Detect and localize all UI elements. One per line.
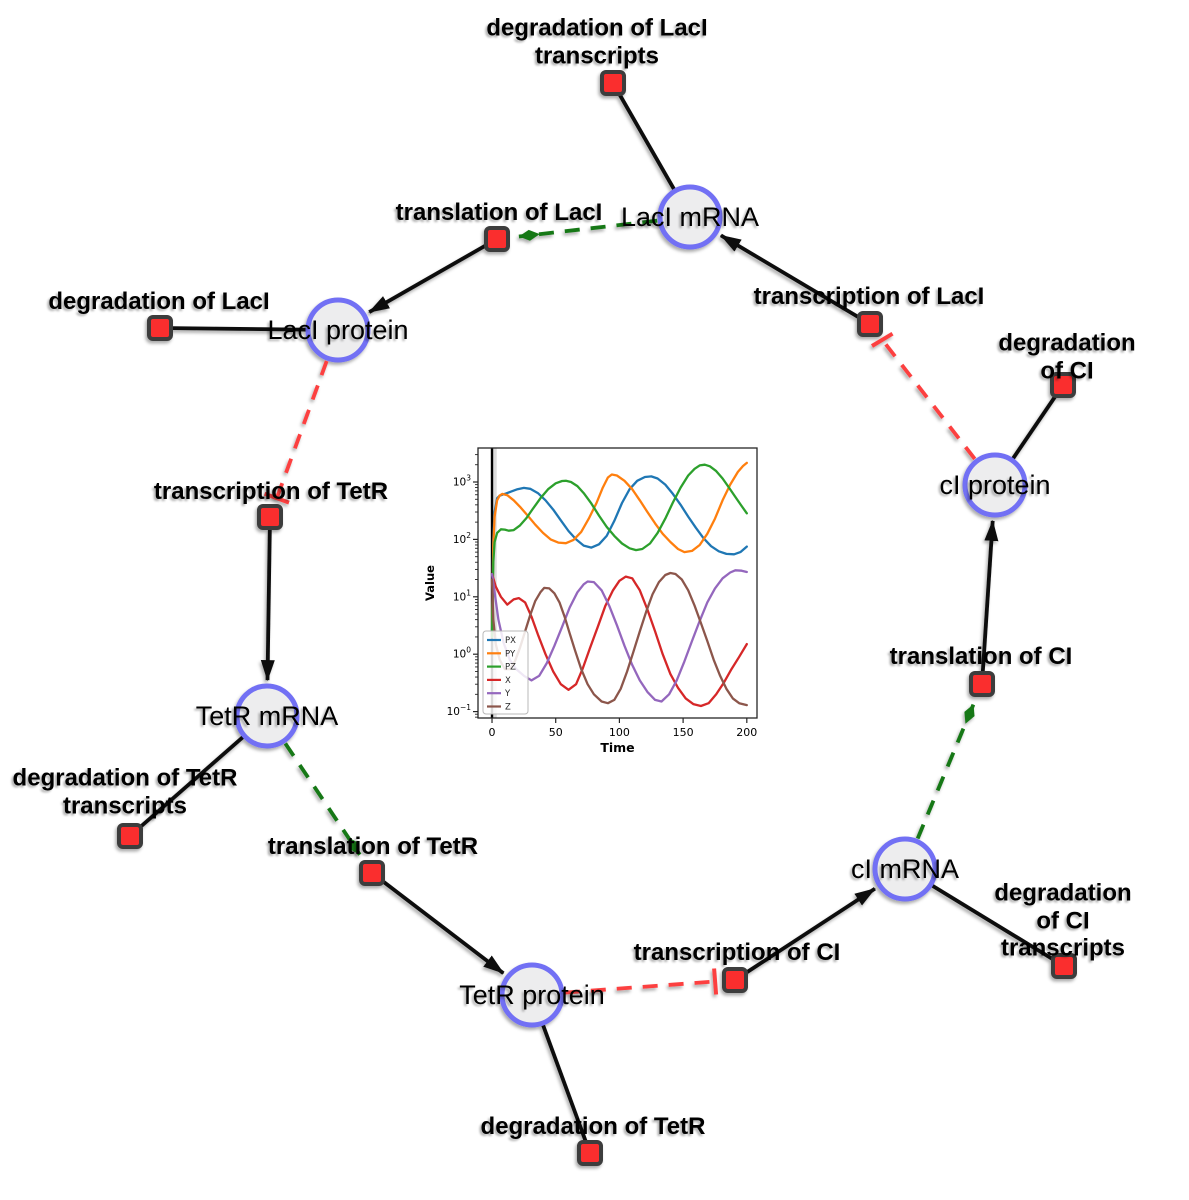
x-tick-label: 0 [489,726,496,739]
edge-modifier-laci-mrna-to-translation [518,218,658,241]
edge-inhibition-laci-protein-to-transcription-tetr [263,360,329,505]
edge-transcription-laci-to-laci-mrna [719,233,871,326]
y-tick-label: 102 [453,531,471,546]
edge-transcription-ci-to-ci-mrna [733,887,876,982]
legend-label-Y: Y [504,689,511,699]
x-tick-label: 200 [736,726,757,739]
node-species-laci-protein [305,297,371,363]
legend-label-PZ: PZ [505,663,516,673]
series-line-Z [490,571,748,707]
node-species-ci-mrna [872,836,938,902]
legend-label-PX: PX [505,636,516,646]
y-tick-label: 101 [453,588,471,603]
edge-translation-tetr-to-tetr-protein [370,871,505,975]
x-axis-label: Time [600,740,634,755]
timecourse-inset-chart: 0 50 100 150 200 103 102 101 100 10−1 Time Value PX P… [420,430,780,775]
node-reaction-degradation-laci-transcripts [600,70,626,96]
x-tick-label: 150 [673,726,694,739]
y-tick-label: 100 [453,646,471,661]
node-reaction-transcription-laci [857,311,883,337]
edge-inhibition-ci-protein-to-transcription-laci [870,331,977,461]
node-species-laci-mrna [657,184,723,250]
series-line-PZ [490,463,748,639]
node-reaction-transcription-tetr [257,504,283,530]
node-reaction-degradation-tetr-transcripts [117,823,143,849]
inhibition-tbar [263,491,290,505]
chart-svg: 0 50 100 150 20010310210110010−1TimeValuePXP… [423,447,758,755]
node-species-ci-protein [962,452,1028,518]
chart-axes-box [477,447,758,719]
series-line-Y [490,569,748,703]
node-species-tetr-protein [499,962,565,1028]
y-tick-label: 10−1 [447,703,472,718]
node-reaction-translation-tetr [359,860,385,886]
series-line-PX [490,475,748,639]
edge-modifier-tetr-mrna-to-translation [283,742,362,856]
node-reaction-degradation-ci-transcripts [1051,953,1077,979]
node-reaction-translation-ci [969,671,995,697]
edge-transcription-tetr-to-tetr-mrna [260,516,275,682]
node-reaction-degradation-laci [147,315,173,341]
edge-translation-laci-to-laci-protein [368,237,498,314]
edge-modifier-ci-mrna-to-translation [915,703,976,840]
legend-label-X: X [505,676,511,686]
legend-label-PY: PY [505,649,516,659]
edge-translation-ci-to-ci-protein [980,519,999,685]
series-line-X [490,572,748,708]
y-axis-label: Value [423,565,437,601]
legend-label-Z: Z [505,703,511,713]
node-species-tetr-mrna [234,683,300,749]
series-line-PY [490,461,748,639]
chart-legend: PX PY PZ XYZ [482,630,529,715]
inhibition-tbar [870,331,894,348]
node-reaction-degradation-ci [1050,372,1076,398]
x-tick-label: 100 [609,726,630,739]
node-reaction-degradation-tetr [577,1140,603,1166]
y-tick-label: 103 [453,474,471,489]
x-tick-label: 50 [549,726,563,739]
edge-inhibition-tetr-protein-to-transcription-ci [564,968,719,995]
node-reaction-translation-laci [484,226,510,252]
inhibition-tbar [712,968,719,995]
node-reaction-transcription-ci [722,967,748,993]
